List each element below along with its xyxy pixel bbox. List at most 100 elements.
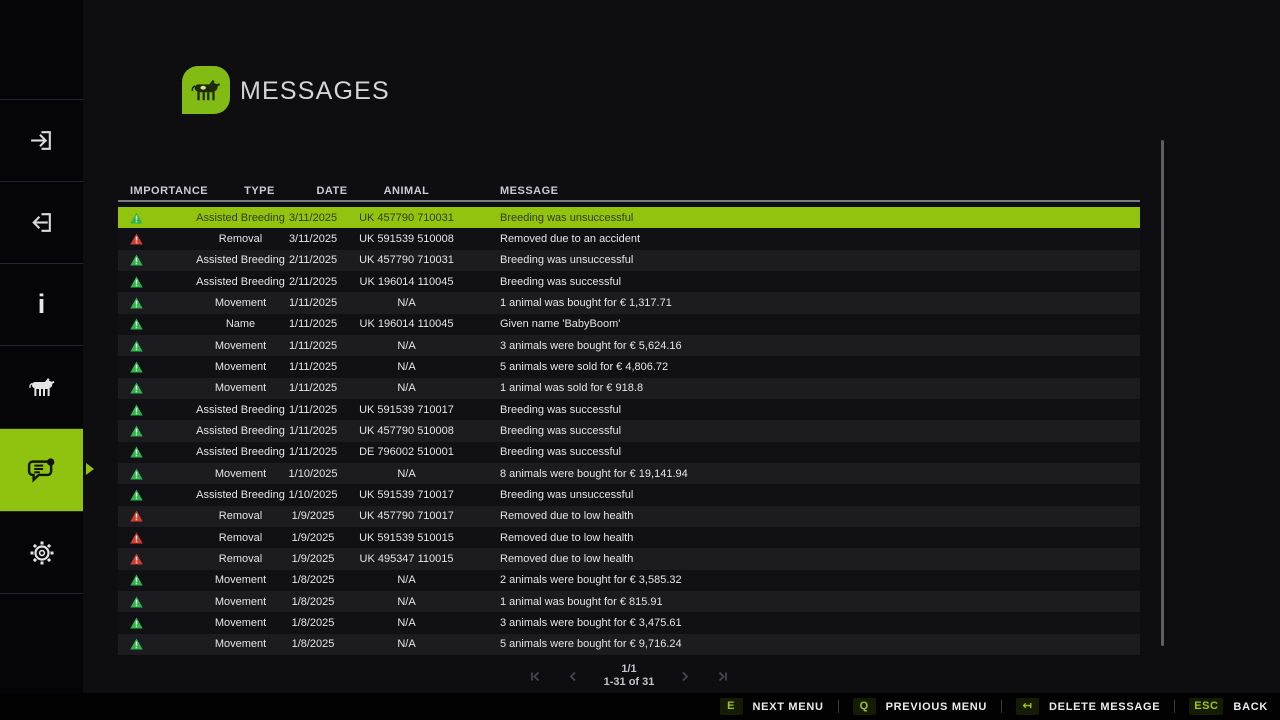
cell-message: 8 animals were bought for € 19,141.94 (500, 467, 688, 480)
info-icon (118, 570, 198, 591)
cell-animal: N/A (397, 382, 416, 395)
hotkey-previous-menu[interactable]: Q PREVIOUS MENU (852, 698, 987, 715)
cell-date: 1/8/2025 (291, 638, 335, 651)
table-row[interactable]: Assisted Breeding 1/11/2025 UK 457790 5100… (118, 420, 1140, 442)
cell-animal: UK 457790 710031 (359, 211, 454, 224)
warning-icon (118, 548, 198, 569)
cell-type: Movement (214, 616, 267, 629)
cell-message: 5 animals were bought for € 9,716.24 (500, 638, 682, 651)
cell-message: Removed due to an accident (500, 232, 641, 245)
cell-date: 1/8/2025 (291, 574, 335, 587)
table-row[interactable]: Movement 1/11/2025 N/A 3 animals were bough… (118, 334, 1140, 357)
table-row[interactable]: Assisted Breeding 1/11/2025 DE 796002 5100… (118, 441, 1140, 463)
sidebar-item-next-menu[interactable] (0, 100, 83, 181)
cell-animal: UK 495347 110015 (359, 552, 454, 565)
table-row[interactable]: Movement 1/8/2025 N/A 2 animals were bought… (118, 569, 1140, 591)
table-row[interactable]: Assisted Breeding 3/11/2025 UK 457790 7100… (118, 207, 1140, 229)
info-icon (118, 612, 198, 633)
info-icon (118, 271, 198, 292)
cell-animal: N/A (397, 467, 416, 480)
sidebar-divider (0, 263, 83, 264)
info-icon (118, 484, 198, 505)
last-page-button[interactable] (716, 670, 730, 683)
hotkey-back[interactable]: ESC BACK (1189, 698, 1268, 715)
sidebar-item-messages[interactable] (0, 429, 83, 511)
cell-date: 1/11/2025 (288, 403, 338, 416)
enter-menu-icon (28, 127, 55, 154)
sidebar-item-previous-menu[interactable] (0, 182, 83, 263)
cell-date: 2/11/2025 (288, 254, 338, 267)
cell-type: Removal (218, 510, 263, 523)
messages-icon (26, 456, 57, 485)
bottom-hotkey-bar: E NEXT MENU Q PREVIOUS MENU ↤ DELETE MES… (0, 693, 1280, 720)
cell-message: Breeding was unsuccessful (500, 488, 634, 501)
previous-page-button[interactable] (566, 670, 580, 683)
key-esc: ESC (1189, 698, 1224, 715)
table-row[interactable]: Movement 1/8/2025 N/A 3 animals were bought… (118, 612, 1140, 634)
cell-animal: UK 457790 710031 (359, 254, 454, 267)
first-page-button[interactable] (528, 670, 542, 683)
table-row[interactable]: Movement 1/11/2025 N/A 5 animals were sold … (118, 356, 1140, 378)
table-row[interactable]: Removal 3/11/2025 UK 591539 510008 Removed … (118, 228, 1140, 250)
sidebar-item-info[interactable]: i (0, 264, 83, 345)
cell-animal: N/A (397, 616, 416, 629)
table-row[interactable]: Movement 1/11/2025 N/A 1 animal was sold fo… (118, 377, 1140, 399)
sidebar-item-settings[interactable] (0, 512, 83, 593)
warning-icon (118, 527, 198, 548)
leave-menu-icon (28, 209, 55, 236)
cell-date: 1/11/2025 (288, 382, 338, 395)
hotkey-separator (1001, 700, 1003, 713)
table-row[interactable]: Name 1/11/2025 UK 196014 110045 Given name … (118, 313, 1140, 335)
sidebar-item-animals[interactable] (0, 346, 83, 427)
table-header-underline (118, 200, 1140, 202)
info-icon (118, 207, 198, 228)
cow-badge-icon (182, 66, 230, 114)
page-range: 1-31 of 31 (603, 676, 655, 688)
cell-date: 1/9/2025 (291, 510, 335, 523)
cell-message: 1 animal was bought for € 1,317.71 (500, 296, 672, 309)
table-row[interactable]: Movement 1/10/2025 N/A 8 animals were bough… (118, 462, 1140, 485)
cell-type: Assisted Breeding (196, 446, 285, 459)
table-row[interactable]: Assisted Breeding 1/10/2025 UK 591539 7100… (118, 484, 1140, 506)
hotkey-delete-message-label: DELETE MESSAGE (1049, 700, 1161, 713)
sidebar: i (0, 0, 83, 720)
table-row[interactable]: Removal 1/9/2025 UK 457790 710017 Removed d… (118, 505, 1140, 527)
cell-animal: UK 591539 510008 (359, 232, 454, 245)
cell-message: 1 animal was bought for € 815.91 (500, 595, 663, 608)
scrollbar[interactable] (1161, 140, 1164, 646)
hotkey-next-menu[interactable]: E NEXT MENU (719, 698, 824, 715)
info-icon: i (37, 289, 46, 319)
cell-date: 1/11/2025 (288, 296, 338, 309)
cell-message: Breeding was unsuccessful (500, 211, 634, 224)
cell-date: 1/8/2025 (291, 616, 335, 629)
table-row[interactable]: Assisted Breeding 1/11/2025 UK 591539 7100… (118, 398, 1140, 421)
table-row[interactable]: Removal 1/9/2025 UK 495347 110015 Removed d… (118, 548, 1140, 570)
cell-message: Breeding was successful (500, 275, 622, 288)
sidebar-divider (0, 181, 83, 182)
cell-message: Given name 'BabyBoom' (500, 318, 621, 331)
cell-date: 1/11/2025 (288, 360, 338, 373)
cell-animal: N/A (397, 360, 416, 373)
table-row[interactable]: Movement 1/8/2025 N/A 1 animal was bought f… (118, 590, 1140, 613)
cell-message: 5 animals were sold for € 4,806.72 (500, 360, 669, 373)
active-tab-pointer (86, 463, 94, 475)
table-row[interactable]: Movement 1/8/2025 N/A 5 animals were bought… (118, 633, 1140, 655)
next-page-button[interactable] (678, 670, 692, 683)
cell-animal: N/A (397, 595, 416, 608)
column-importance: IMPORTANCE (130, 184, 209, 197)
cell-date: 1/11/2025 (288, 424, 338, 437)
table-row[interactable]: Movement 1/11/2025 N/A 1 animal was bought … (118, 292, 1140, 314)
sidebar-divider (0, 99, 83, 100)
table-row[interactable]: Assisted Breeding 2/11/2025 UK 457790 7100… (118, 249, 1140, 271)
cell-date: 1/9/2025 (291, 531, 335, 544)
cell-type: Movement (214, 339, 267, 352)
cell-animal: UK 591539 710017 (359, 403, 454, 416)
cell-message: Breeding was successful (500, 403, 622, 416)
table-row[interactable]: Assisted Breeding 2/11/2025 UK 196014 1100… (118, 270, 1140, 293)
hotkey-delete-message[interactable]: ↤ DELETE MESSAGE (1016, 698, 1160, 715)
table-row[interactable]: Removal 1/9/2025 UK 591539 510015 Removed d… (118, 526, 1140, 549)
cell-type: Removal (218, 552, 263, 565)
page-indicator: 1/1 1-31 of 31 (604, 663, 655, 689)
cell-type: Assisted Breeding (196, 254, 285, 267)
column-date: DATE (316, 184, 348, 197)
